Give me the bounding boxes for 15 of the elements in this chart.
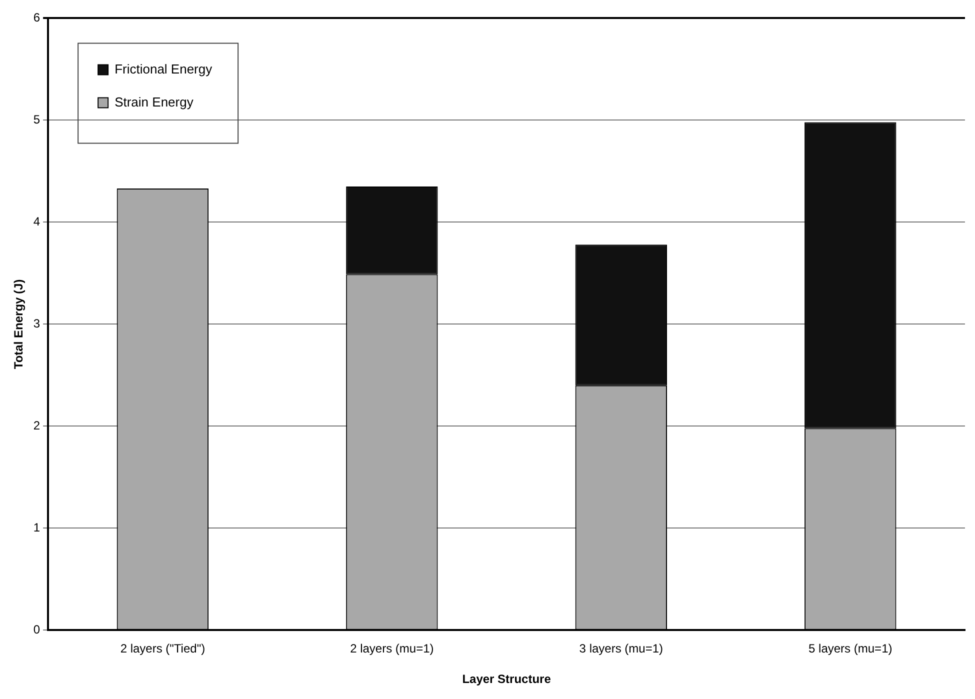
y-tick-label: 2 (33, 418, 40, 433)
y-tick-label: 1 (33, 520, 40, 535)
x-tick-label: 2 layers ("Tied") (120, 642, 206, 656)
x-tick-label: 3 layers (mu=1) (579, 642, 664, 656)
y-tick-label: 4 (33, 214, 40, 229)
legend-label: Frictional Energy (114, 61, 213, 76)
y-tick-label: 0 (33, 622, 40, 637)
x-tick-label: 5 layers (mu=1) (808, 642, 892, 656)
x-tick-label: 2 layers (mu=1) (350, 642, 434, 656)
legend-label: Strain Energy (114, 94, 194, 110)
y-tick-label: 5 (33, 112, 40, 127)
y-tick-label: 3 (33, 316, 40, 331)
x-axis-title: Layer Structure (462, 672, 552, 686)
y-axis-title: Total Energy (J) (12, 279, 26, 370)
y-tick-label: 6 (33, 10, 40, 25)
